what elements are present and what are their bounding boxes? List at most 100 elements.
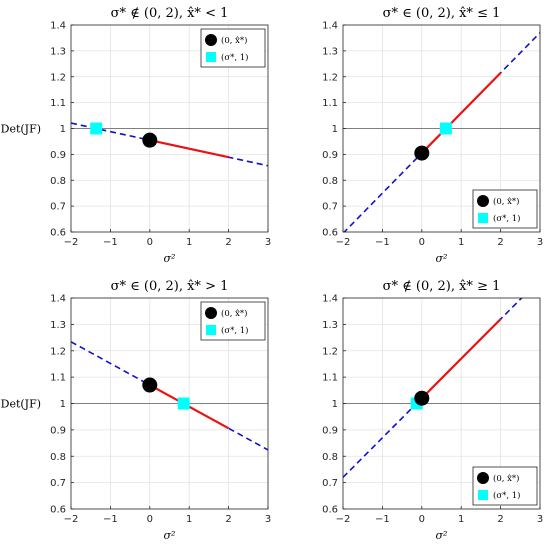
x-tick-label: 1 (458, 237, 464, 248)
y-tick-label: 1 (60, 399, 66, 410)
chart-title: σ* ∈ (0, 2), x̂* > 1 (111, 279, 229, 294)
y-tick-label: 0.6 (50, 228, 66, 239)
legend-label-circle: (0, x̂*) (493, 473, 520, 484)
circle-marker (414, 390, 430, 406)
circle-marker (142, 132, 158, 148)
y-tick-label: 0.9 (50, 425, 66, 436)
y-tick-label: 0.8 (50, 176, 66, 187)
legend-label-circle: (0, x̂*) (493, 196, 520, 207)
x-tick-label: 1 (458, 514, 464, 525)
legend-label-circle: (0, x̂*) (221, 35, 248, 46)
x-axis-label: σ² (164, 529, 176, 542)
x-tick-label: 2 (225, 514, 231, 525)
y-tick-label: 1.3 (50, 320, 66, 331)
x-tick-label: 3 (537, 237, 543, 248)
y-tick-label: 0.7 (322, 202, 338, 213)
legend-label-circle: (0, x̂*) (221, 308, 248, 319)
x-tick-label: −2 (336, 514, 351, 525)
x-tick-label: 0 (147, 237, 153, 248)
dashed-series-line (343, 298, 523, 478)
y-tick-label: 1.2 (50, 72, 66, 83)
solid-series-line (149, 139, 229, 159)
y-tick-label: 0.8 (50, 452, 66, 463)
y-tick-label: 1.3 (322, 320, 338, 331)
y-tick-label: 1 (60, 124, 66, 135)
y-tick-label: 1.4 (322, 21, 338, 32)
chart-panel-1: −2 −1 0 1 2 3 0.6 0.7 0.8 0.9 1 1.1 1.2 1.3 1.4 σ* ∉ (0… (1, 6, 272, 265)
x-tick-label: 2 (497, 514, 503, 525)
legend: (0, x̂*) (σ*, 1) (200, 28, 266, 68)
chart-title: σ* ∉ (0, 2), x̂* < 1 (111, 6, 229, 21)
y-tick-label: 0.7 (50, 202, 66, 213)
y-tick-label: 0.8 (322, 452, 338, 463)
y-tick-label: 1.2 (322, 346, 338, 357)
x-tick-label: 3 (537, 514, 543, 525)
x-tick-label: −2 (336, 237, 351, 248)
x-axis-label: σ² (436, 252, 448, 265)
legend: (0, x̂*) (σ*, 1) (472, 189, 538, 229)
legend: (0, x̂*) (σ*, 1) (200, 301, 266, 341)
y-tick-label: 0.8 (322, 176, 338, 187)
y-tick-label: 1.2 (50, 346, 66, 357)
y-tick-label: 0.9 (322, 150, 338, 161)
legend-square-marker (206, 52, 216, 62)
x-tick-label: 2 (497, 237, 503, 248)
y-tick-label: 0.9 (322, 425, 338, 436)
x-tick-label: 1 (186, 514, 192, 525)
x-tick-label: −1 (103, 237, 118, 248)
legend-label-square: (σ*, 1) (221, 52, 249, 63)
y-tick-label: 1.3 (322, 46, 338, 57)
x-tick-label: −1 (103, 514, 118, 525)
x-tick-label: 2 (225, 237, 231, 248)
legend: (0, x̂*) (σ*, 1) (472, 466, 538, 506)
chart-panel-2: −2 −1 0 1 2 3 0.6 0.7 0.8 0.9 1 1.1 1.2 1.3 1.4 σ* ∈ (0… (322, 6, 543, 265)
legend-square-marker (478, 213, 488, 223)
legend-label-square: (σ*, 1) (221, 325, 249, 336)
x-tick-label: 3 (265, 237, 271, 248)
x-tick-label: 3 (265, 514, 271, 525)
legend-circle-marker (205, 34, 217, 46)
solid-series-line (421, 72, 502, 154)
y-tick-label: 1 (332, 399, 338, 410)
x-axis-label: σ² (436, 529, 448, 542)
circle-marker (414, 145, 430, 161)
chart-panel-4: −2 −1 0 1 2 3 0.6 0.7 0.8 0.9 1 1.1 1.2 1.3 1.4 σ* ∉ (0… (322, 279, 543, 542)
legend-circle-marker (477, 195, 489, 207)
x-tick-label: −1 (375, 237, 390, 248)
y-tick-label: 0.6 (322, 228, 338, 239)
y-tick-label: 1.3 (50, 46, 66, 57)
y-tick-label: 0.6 (50, 505, 66, 516)
x-tick-label: 1 (186, 237, 192, 248)
y-axis-label: Det(JF) (1, 123, 41, 136)
y-tick-label: 1.1 (50, 98, 66, 109)
legend-square-marker (206, 325, 216, 335)
y-tick-label: 0.6 (322, 505, 338, 516)
legend-square-marker (478, 490, 488, 500)
x-tick-label: −2 (64, 237, 79, 248)
legend-circle-marker (205, 307, 217, 319)
y-tick-label: 1 (332, 124, 338, 135)
y-tick-label: 1.4 (50, 294, 66, 305)
x-tick-label: 0 (419, 237, 425, 248)
y-tick-label: 1.1 (50, 373, 66, 384)
square-marker (177, 397, 190, 410)
y-tick-label: 1.4 (50, 21, 66, 32)
y-tick-label: 0.7 (322, 478, 338, 489)
chart-title: σ* ∈ (0, 2), x̂* ≤ 1 (383, 6, 501, 21)
solid-series-line (421, 318, 502, 400)
legend-label-square: (σ*, 1) (493, 213, 521, 224)
circle-marker (142, 377, 158, 393)
y-tick-label: 0.7 (50, 478, 66, 489)
x-tick-label: 0 (147, 514, 153, 525)
y-axis-label: Det(JF) (1, 398, 41, 411)
x-axis-label: σ² (164, 252, 176, 265)
legend-label-square: (σ*, 1) (493, 490, 521, 501)
legend-circle-marker (477, 472, 489, 484)
square-marker (439, 122, 452, 135)
y-tick-label: 1.1 (322, 373, 338, 384)
x-tick-label: −2 (64, 514, 79, 525)
y-tick-label: 0.9 (50, 150, 66, 161)
y-tick-label: 1.2 (322, 72, 338, 83)
square-marker (90, 122, 103, 135)
